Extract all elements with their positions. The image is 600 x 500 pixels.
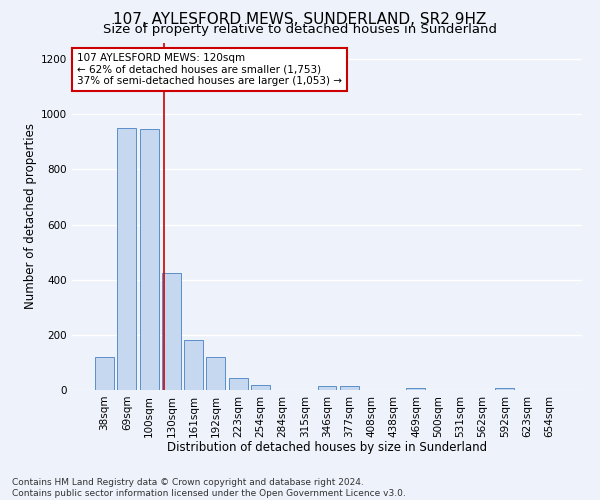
Bar: [251, 385, 270, 390]
Text: 107 AYLESFORD MEWS: 120sqm
← 62% of detached houses are smaller (1,753)
37% of s: 107 AYLESFORD MEWS: 120sqm ← 62% of deta…: [77, 53, 342, 86]
Bar: [140, 130, 158, 390]
Bar: [95, 357, 114, 390]
Bar: [162, 273, 181, 390]
X-axis label: Distribution of detached houses by size in Sunderland: Distribution of detached houses by size …: [167, 441, 487, 454]
Bar: [496, 388, 514, 390]
Bar: [229, 378, 248, 390]
Text: Contains HM Land Registry data © Crown copyright and database right 2024.
Contai: Contains HM Land Registry data © Crown c…: [12, 478, 406, 498]
Bar: [317, 386, 337, 390]
Y-axis label: Number of detached properties: Number of detached properties: [24, 123, 37, 309]
Bar: [184, 340, 203, 390]
Bar: [340, 386, 359, 390]
Text: 107, AYLESFORD MEWS, SUNDERLAND, SR2 9HZ: 107, AYLESFORD MEWS, SUNDERLAND, SR2 9HZ: [113, 12, 487, 28]
Bar: [406, 388, 425, 390]
Bar: [118, 128, 136, 390]
Text: Size of property relative to detached houses in Sunderland: Size of property relative to detached ho…: [103, 22, 497, 36]
Bar: [206, 357, 225, 390]
